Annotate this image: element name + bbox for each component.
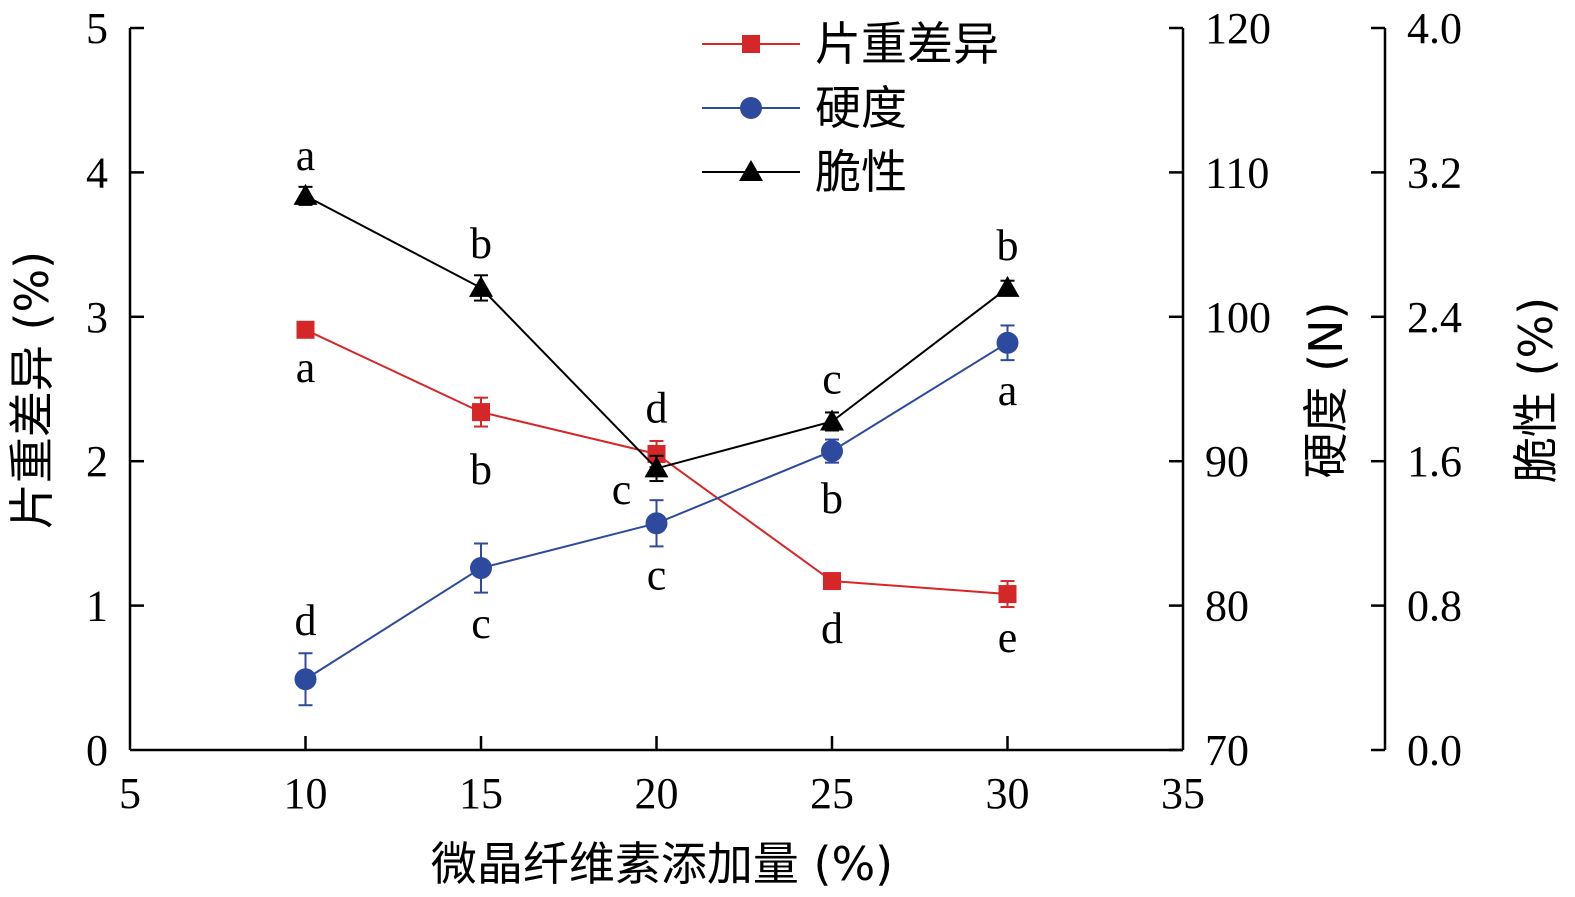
significance-label: b <box>997 221 1019 270</box>
significance-label: d <box>295 596 317 645</box>
data-point <box>644 456 669 478</box>
data-point <box>823 572 841 591</box>
data-point <box>470 557 492 580</box>
x-tick-label: 35 <box>1161 769 1205 818</box>
data-point <box>995 275 1020 297</box>
legend-label: 硬度 <box>815 81 907 135</box>
x-tick-label: 10 <box>284 769 328 818</box>
significance-label: d <box>821 604 843 653</box>
legend-marker <box>739 160 763 181</box>
legend-marker <box>742 35 760 53</box>
right2-axis-tick-label: 4.0 <box>1407 4 1462 53</box>
significance-label: c <box>647 550 667 599</box>
right1-axis-tick-label: 90 <box>1205 437 1249 486</box>
legend-label: 片重差异 <box>815 17 999 71</box>
significance-label: a <box>296 131 316 180</box>
right1-axis-title: 硬度 (N) <box>1299 302 1353 479</box>
data-point <box>645 512 668 535</box>
data-point <box>998 585 1017 604</box>
left-axis-tick-label: 3 <box>86 293 108 342</box>
data-point <box>294 668 317 691</box>
right2-axis-tick-label: 1.6 <box>1407 437 1462 486</box>
right1-axis-tick-label: 120 <box>1205 4 1271 53</box>
data-point <box>820 409 844 431</box>
axes: 5 10 15 20 25 30 35 0 1 2 3 4 5 70 80 90 100 110 120 0.0 0.8… <box>86 4 1462 818</box>
x-tick-label: 30 <box>986 769 1030 818</box>
left-axis-tick-label: 2 <box>86 437 108 486</box>
significance-label: b <box>821 474 843 523</box>
data-point <box>996 331 1019 354</box>
significance-label: b <box>470 445 492 494</box>
right1-axis-tick-label: 70 <box>1205 726 1249 775</box>
x-tick-label: 5 <box>119 769 141 818</box>
right1-axis-tick-label: 80 <box>1205 582 1249 631</box>
data-point <box>821 440 843 463</box>
right2-axis-title: 脆性 (%) <box>1509 297 1563 483</box>
series-friability: a b d c b <box>293 131 1020 483</box>
legend-item-weight-variation: 片重差异 <box>702 17 999 71</box>
data-point <box>469 275 493 297</box>
x-tick-label: 20 <box>635 769 679 818</box>
data-point <box>296 320 315 339</box>
legend-marker <box>740 97 762 119</box>
data-point <box>472 403 490 422</box>
x-axis-title: 微晶纤维素添加量 (%) <box>431 837 893 891</box>
legend-label: 脆性 <box>815 145 907 199</box>
x-tick-label: 25 <box>810 769 854 818</box>
significance-label: e <box>998 613 1018 662</box>
series-weight-variation: ab cd e <box>296 320 1018 662</box>
left-axis-tick-label: 0 <box>86 726 108 775</box>
data-point <box>647 444 666 463</box>
left-axis-tick-label: 1 <box>86 582 108 631</box>
left-axis-tick-label: 5 <box>86 4 108 53</box>
left-axis-title: 片重差异 (%) <box>5 251 59 529</box>
right1-axis-tick-label: 100 <box>1205 293 1271 342</box>
left-axis-tick-label: 4 <box>86 148 108 197</box>
legend-item-friability: 脆性 <box>702 145 907 199</box>
significance-label: a <box>998 366 1018 415</box>
x-tick-label: 15 <box>459 769 503 818</box>
significance-label: b <box>470 219 492 268</box>
right1-axis-tick-label: 110 <box>1205 148 1269 197</box>
significance-label: c <box>612 465 632 514</box>
right2-axis-tick-label: 3.2 <box>1407 148 1462 197</box>
significance-label: d <box>646 383 668 432</box>
right2-axis-tick-label: 2.4 <box>1407 293 1462 342</box>
right2-axis-tick-label: 0.0 <box>1407 726 1462 775</box>
legend-item-hardness: 硬度 <box>702 81 907 135</box>
significance-label: c <box>822 354 842 403</box>
data-point <box>293 183 318 205</box>
significance-label: c <box>471 599 491 648</box>
right2-axis-tick-label: 0.8 <box>1407 582 1462 631</box>
significance-label: a <box>296 343 316 392</box>
